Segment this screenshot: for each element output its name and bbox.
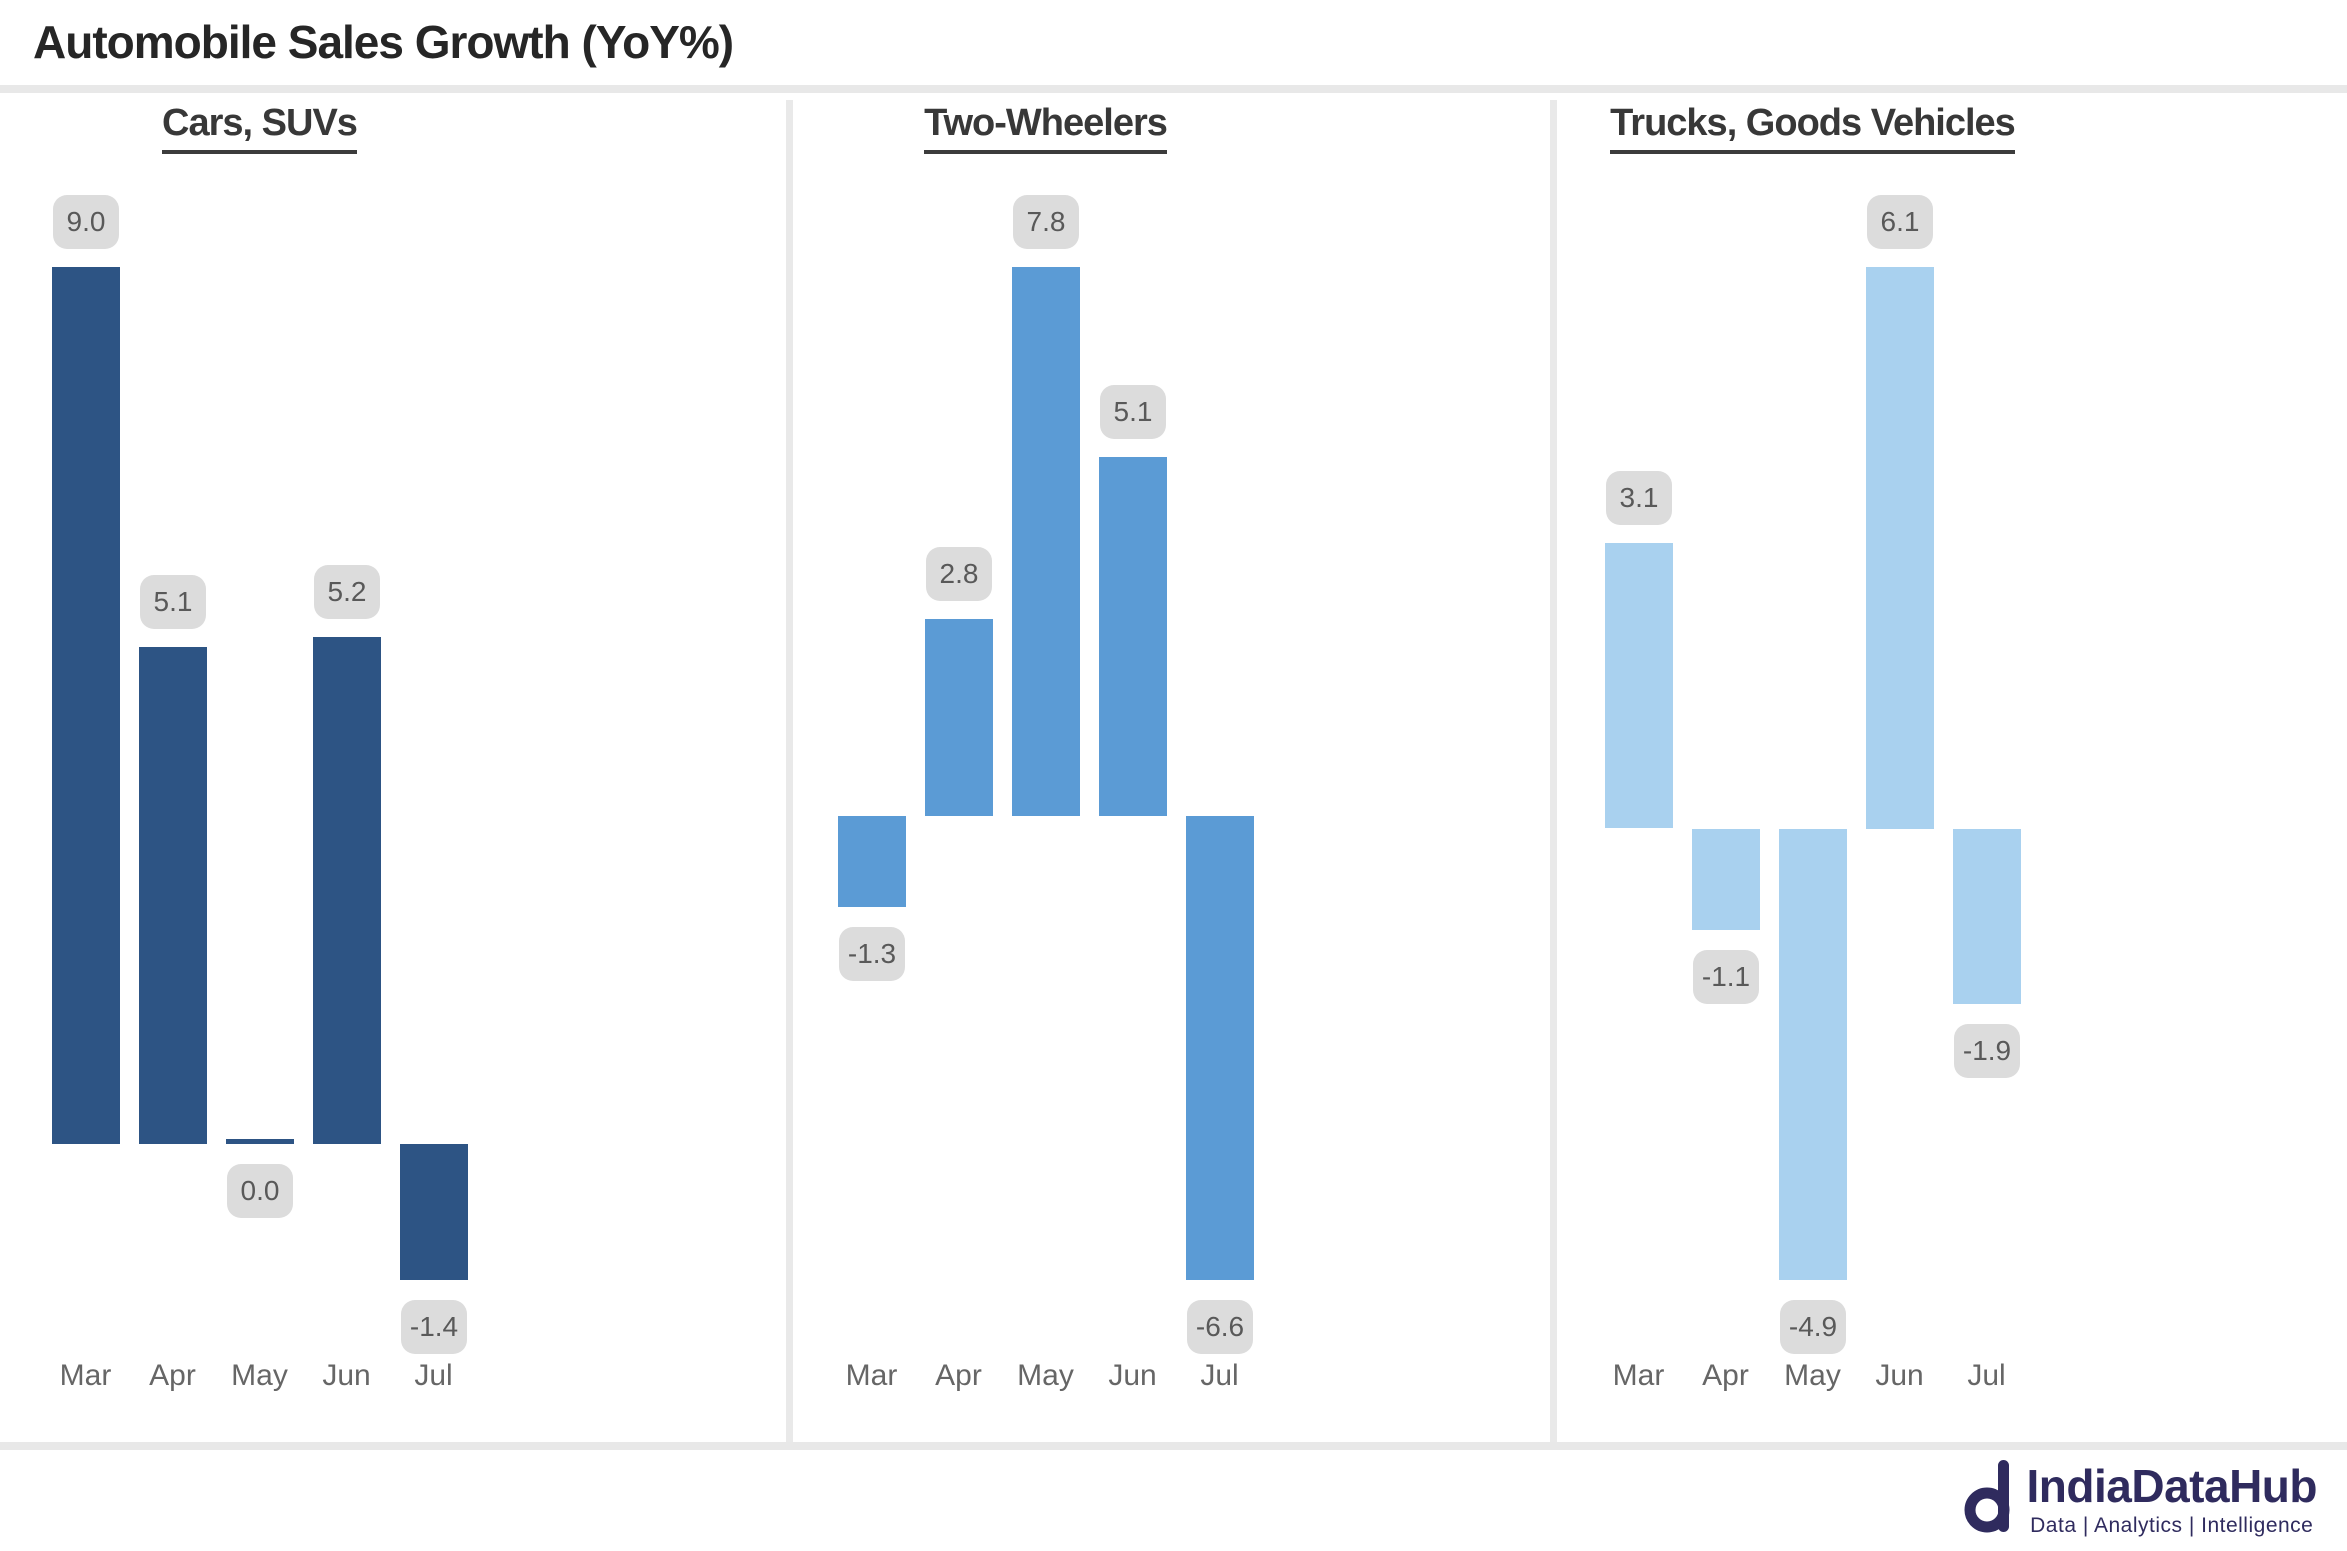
value-label-badge: 5.1 (1100, 385, 1166, 439)
x-axis-label: Jul (1200, 1359, 1239, 1392)
x-axis-label: Jun (1108, 1359, 1157, 1392)
value-label-badge: -1.3 (839, 927, 905, 981)
value-label-badge: 2.8 (926, 547, 992, 601)
bar-jun (1866, 267, 1934, 829)
bar-apr (139, 647, 207, 1144)
panel-title-text: Trucks, Goods Vehicles (1610, 102, 2016, 154)
value-label-badge: 5.1 (140, 575, 206, 629)
x-axis-label: May (231, 1359, 288, 1392)
bar-jul (1953, 829, 2021, 1004)
panel-title: Cars, SUVs (42, 102, 477, 154)
panel-title-text: Cars, SUVs (162, 102, 358, 154)
x-axis-label: Jun (322, 1359, 371, 1392)
value-label-badge: 9.0 (53, 195, 119, 249)
value-label-badge: 6.1 (1867, 195, 1933, 249)
logo-name: IndiaDataHub (2026, 1459, 2318, 1512)
panel-title-text: Two-Wheelers (924, 102, 1168, 154)
panel-two-wheelers: Two-Wheelers -1.3 Mar 2.8 Apr 7.8 May 5.1 Jun -6.… (786, 92, 1566, 1443)
footer-divider (0, 1442, 2347, 1450)
bar-mar (838, 816, 906, 907)
panel-divider (1550, 100, 1557, 1443)
value-label-badge: -4.9 (1780, 1300, 1846, 1354)
x-axis-label: May (1017, 1359, 1074, 1392)
value-label-badge: -1.4 (401, 1300, 467, 1354)
x-axis-label: Jun (1875, 1359, 1924, 1392)
value-label-badge: 3.1 (1606, 471, 1672, 525)
bar-may (1779, 829, 1847, 1280)
bar-jun (313, 637, 381, 1144)
panel-divider (786, 100, 793, 1443)
value-label-badge: -1.9 (1954, 1024, 2020, 1078)
bar-may (226, 1139, 294, 1144)
x-axis-label: Apr (149, 1359, 196, 1392)
logo-text: IndiaDataHub Data | Analytics | Intellig… (2026, 1459, 2318, 1538)
bar-mar (52, 267, 120, 1144)
indiadatahub-logo-icon (1964, 1460, 2010, 1533)
charts-area: Cars, SUVs 9.0 Mar 5.1 Apr 0.0 May 5.2 Jun -1.4 Ju… (0, 92, 2347, 1443)
bar-jul (1186, 816, 1254, 1280)
x-axis-label: May (1784, 1359, 1841, 1392)
bar-mar (1605, 543, 1673, 828)
panel-cars-suvs: Cars, SUVs 9.0 Mar 5.1 Apr 0.0 May 5.2 Jun -1.4 Ju… (0, 92, 780, 1443)
x-axis-label: Apr (1702, 1359, 1749, 1392)
panel-trucks-goods-vehicles: Trucks, Goods Vehicles 3.1 Mar -1.1 Apr -4.9 M… (1553, 92, 2333, 1443)
bar-jul (400, 1144, 468, 1280)
value-label-badge: -1.1 (1693, 950, 1759, 1004)
x-axis-label: Mar (1612, 1359, 1665, 1392)
bar-apr (925, 619, 993, 816)
value-label-badge: 0.0 (227, 1164, 293, 1218)
panel-title: Two-Wheelers (828, 102, 1263, 154)
x-axis-label: Apr (935, 1359, 982, 1392)
bar-apr (1692, 829, 1760, 930)
logo: IndiaDataHub Data | Analytics | Intellig… (1963, 1458, 2318, 1540)
x-axis-label: Jul (1967, 1359, 2006, 1392)
bar-jun (1099, 457, 1167, 816)
panel-title: Trucks, Goods Vehicles (1595, 102, 2030, 154)
title-divider (0, 85, 2347, 93)
logo-tagline: Data | Analytics | Intelligence (2030, 1513, 2314, 1537)
x-axis-label: Jul (414, 1359, 453, 1392)
chart-title: Automobile Sales Growth (YoY%) (33, 16, 734, 68)
value-label-badge: -6.6 (1187, 1300, 1253, 1354)
value-label-badge: 5.2 (314, 565, 380, 619)
x-axis-label: Mar (845, 1359, 898, 1392)
bar-may (1012, 267, 1080, 816)
value-label-badge: 7.8 (1013, 195, 1079, 249)
x-axis-label: Mar (59, 1359, 112, 1392)
